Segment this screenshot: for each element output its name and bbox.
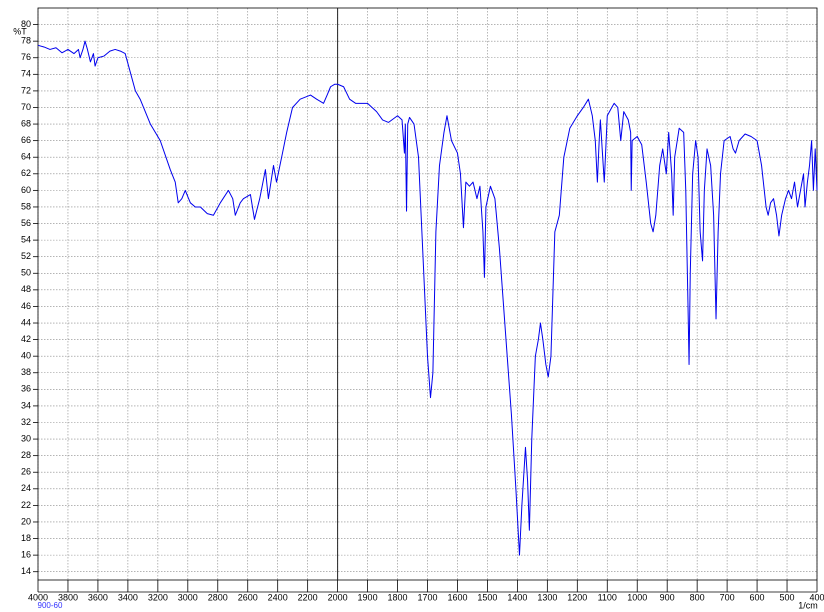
- x-tick-label: 1300: [537, 592, 557, 602]
- y-tick-label: 60: [21, 185, 31, 195]
- plot-frame: [37, 7, 818, 581]
- y-tick-label: 54: [21, 234, 31, 244]
- x-tick-label: 2200: [298, 592, 318, 602]
- x-tick-label: 3400: [118, 592, 138, 602]
- x-tick-label: 3200: [148, 592, 168, 602]
- x-tick-label: 800: [690, 592, 705, 602]
- x-tick-label: 2800: [208, 592, 228, 602]
- x-tick-label: 1100: [598, 592, 617, 602]
- y-tick-label: 68: [21, 118, 31, 128]
- x-tick-label: 1700: [417, 592, 437, 602]
- y-tick-label: 22: [21, 500, 31, 510]
- y-axis-label: %T: [13, 26, 27, 36]
- y-tick-label: 80: [21, 19, 31, 29]
- x-tick-label: 600: [750, 592, 765, 602]
- x-tick-label: 4000: [28, 592, 48, 602]
- y-tick-label: 36: [21, 384, 31, 394]
- y-tick-label: 30: [21, 433, 31, 443]
- x-tick-label: 1900: [358, 592, 378, 602]
- y-tick-label: 40: [21, 351, 31, 361]
- y-tick-label: 50: [21, 268, 31, 278]
- x-tick-label: 500: [780, 592, 795, 602]
- y-tick-label: 78: [21, 36, 31, 46]
- y-tick-label: 58: [21, 201, 31, 211]
- x-tick-label: 3600: [88, 592, 108, 602]
- y-tick-label: 26: [21, 467, 31, 477]
- x-tick-label: 1800: [388, 592, 408, 602]
- sample-label: 900-60: [38, 601, 63, 610]
- y-tick-label: 48: [21, 284, 31, 294]
- y-tick-label: 38: [21, 367, 31, 377]
- y-tick-label: 18: [21, 533, 31, 543]
- y-tick-label: 32: [21, 417, 31, 427]
- x-tick-label: 900: [660, 592, 675, 602]
- y-tick-label: 28: [21, 450, 31, 460]
- y-tick-label: 52: [21, 251, 31, 261]
- y-tick-label: 70: [21, 102, 31, 112]
- y-tick-label: 42: [21, 334, 31, 344]
- y-tick-label: 72: [21, 85, 31, 95]
- y-tick-label: 34: [21, 400, 31, 410]
- x-tick-label: 400: [809, 592, 824, 602]
- y-tick-label: 16: [21, 550, 31, 560]
- y-tick-label: 20: [21, 516, 31, 526]
- x-axis-label: 1/cm: [798, 600, 818, 610]
- x-tick-label: 1200: [567, 592, 587, 602]
- y-tick-label: 74: [21, 69, 31, 79]
- y-tick-label: 66: [21, 135, 31, 145]
- x-tick-label: 3000: [178, 592, 198, 602]
- y-tick-label: 46: [21, 301, 31, 311]
- y-tick-label: 56: [21, 218, 31, 228]
- x-tick-label: 1400: [507, 592, 527, 602]
- y-tick-label: 76: [21, 52, 31, 62]
- x-tick-label: 1600: [447, 592, 467, 602]
- x-tick-label: 3800: [58, 592, 78, 602]
- x-tick-label: 2600: [238, 592, 258, 602]
- x-tick-label: 1000: [627, 592, 647, 602]
- x-tick-label: 1500: [477, 592, 497, 602]
- spectrum-line: [37, 40, 818, 556]
- y-tick-label: 14: [21, 566, 31, 576]
- y-tick-label: 64: [21, 152, 31, 162]
- x-tick-label: 2000: [328, 592, 348, 602]
- y-tick-label: 44: [21, 317, 31, 327]
- x-tick-label: 700: [720, 592, 735, 602]
- y-tick-label: 24: [21, 483, 31, 493]
- y-tick-label: 62: [21, 168, 31, 178]
- x-tick-label: 2400: [268, 592, 288, 602]
